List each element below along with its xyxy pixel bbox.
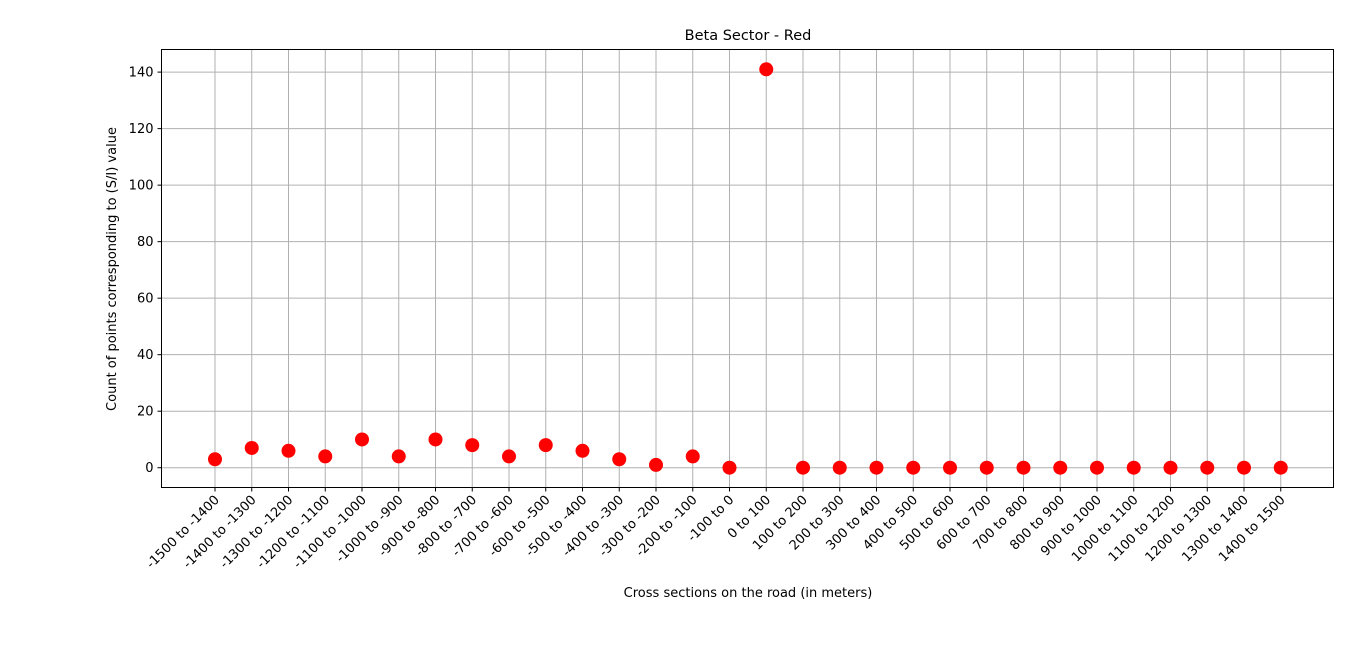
data-point <box>722 460 737 475</box>
data-point <box>281 443 296 458</box>
x-axis-label: Cross sections on the road (in meters) <box>624 586 873 601</box>
chart-title: Beta Sector - Red <box>685 28 812 44</box>
x-axis-ticks: -1500 to -1400-1400 to -1300-1300 to -12… <box>144 487 1289 572</box>
y-axis-label: Count of points corresponding to (S/I) v… <box>105 127 120 411</box>
y-tick-label: 40 <box>137 348 154 363</box>
data-point <box>208 452 222 467</box>
y-tick-label: 80 <box>137 235 154 250</box>
data-point <box>1237 460 1251 475</box>
data-point <box>1090 460 1104 475</box>
y-tick-label: 100 <box>129 179 154 194</box>
data-point <box>1016 460 1031 475</box>
y-tick-label: 140 <box>129 66 154 81</box>
data-point <box>391 449 406 464</box>
data-point <box>832 460 847 475</box>
y-tick-label: 120 <box>129 122 154 137</box>
y-tick-label: 0 <box>145 461 153 476</box>
data-point <box>502 449 516 464</box>
data-point <box>244 440 259 455</box>
data-point <box>428 432 443 447</box>
x-tick-label: 1400 to 1500 <box>1216 493 1288 565</box>
plot-area-frame <box>161 49 1334 488</box>
data-points <box>208 62 1288 475</box>
data-point <box>649 457 663 472</box>
data-point <box>1163 460 1178 475</box>
data-point <box>759 62 774 77</box>
y-tick-label: 60 <box>137 292 154 307</box>
data-point <box>318 449 333 464</box>
data-point <box>869 460 884 475</box>
data-point <box>1273 460 1288 475</box>
y-tick-label: 20 <box>137 405 154 420</box>
data-point <box>1200 460 1215 475</box>
data-point <box>943 460 957 475</box>
grid-lines <box>161 49 1334 488</box>
data-point <box>1053 460 1068 475</box>
data-point <box>612 452 627 467</box>
data-point <box>1126 460 1141 475</box>
data-point <box>355 432 369 447</box>
data-point <box>906 460 921 475</box>
y-axis-ticks: 0 20 40 60 80 100 120 140 <box>129 66 162 476</box>
data-point <box>796 460 810 475</box>
data-point <box>575 443 590 458</box>
data-point <box>538 438 553 453</box>
data-point <box>465 438 480 453</box>
data-point <box>979 460 994 475</box>
data-point <box>685 449 700 464</box>
